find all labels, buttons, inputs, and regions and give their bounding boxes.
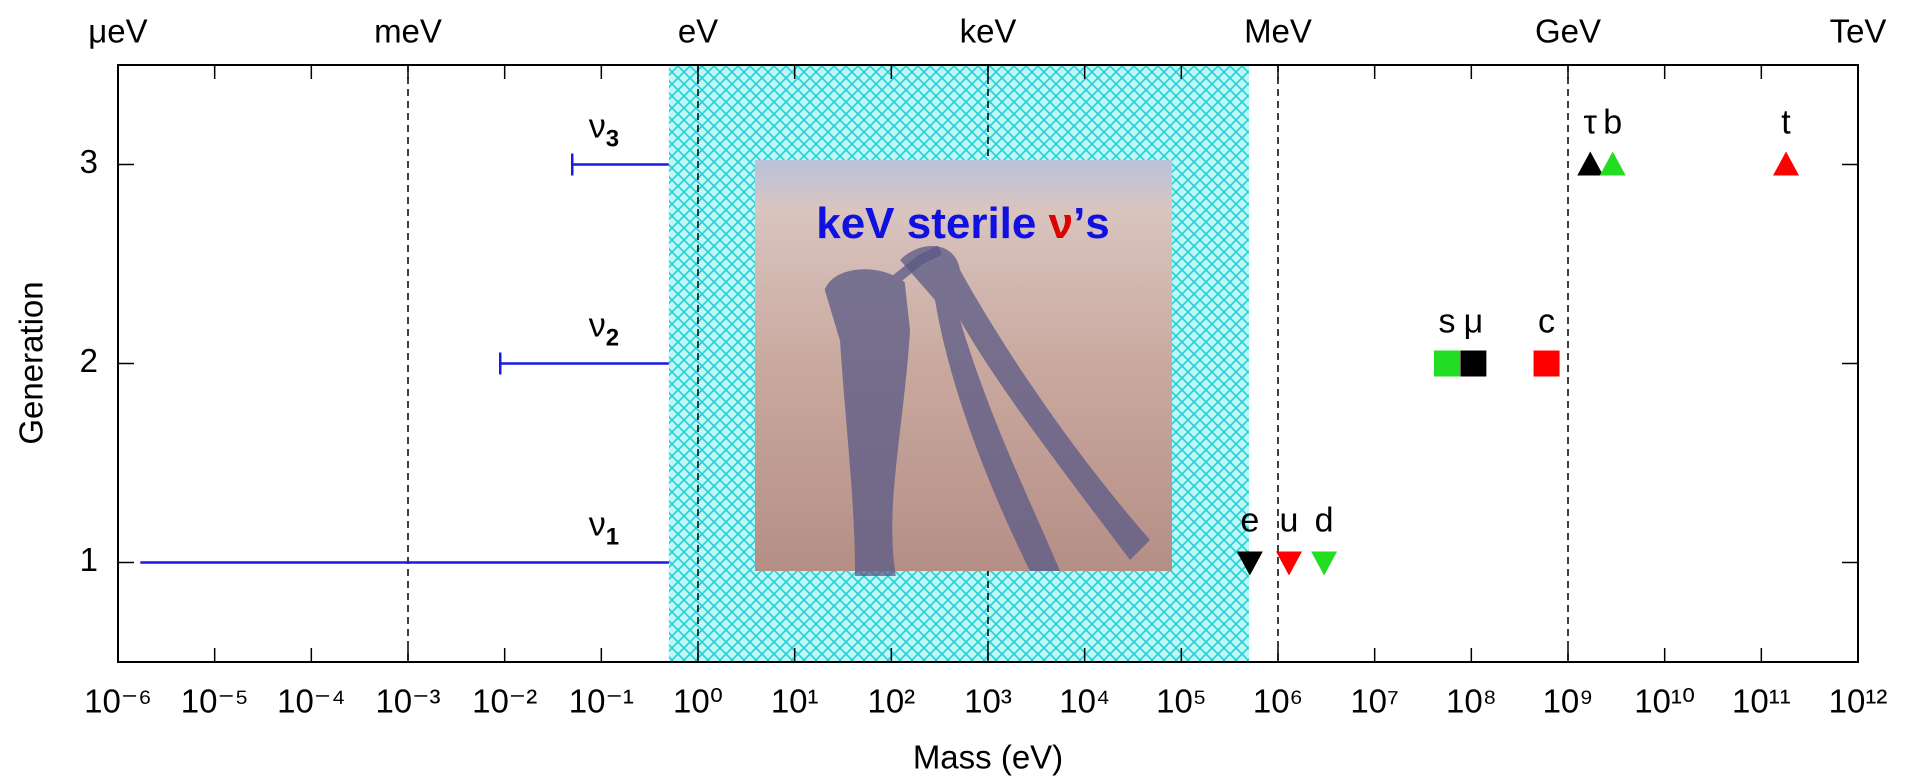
point [1577, 151, 1604, 176]
point-label: b [1603, 103, 1622, 141]
point-label: t [1781, 103, 1791, 141]
point [1276, 551, 1303, 576]
x-tick-label: 10² [867, 683, 915, 720]
x-axis-title: Mass (eV) [913, 739, 1063, 776]
point-label: c [1538, 302, 1555, 340]
point-label: d [1315, 501, 1334, 539]
x-tick-label: 10⁻³ [375, 683, 440, 720]
x-tick-label: 10⁰ [673, 683, 723, 720]
neutrino-symbol: ν [589, 505, 606, 543]
neutrino-label: ν3 [589, 107, 619, 152]
neutrino-label: ν2 [589, 306, 619, 351]
point [1236, 551, 1263, 576]
neutrino-subscript: 3 [606, 126, 619, 153]
top-tick-label: μeV [88, 13, 147, 50]
top-tick-label: keV [960, 13, 1017, 50]
top-tick-label: meV [374, 13, 442, 50]
neutrino-label: ν1 [589, 505, 619, 550]
neutrino-subscript: 2 [606, 325, 619, 352]
point [1599, 151, 1626, 176]
x-tick-label: 10³ [964, 683, 1012, 720]
x-tick-label: 10⁶ [1253, 683, 1303, 720]
band-label-part: ν [1049, 199, 1073, 248]
x-tick-label: 10¹¹ [1732, 683, 1791, 720]
x-tick-label: 10⁵ [1156, 683, 1206, 720]
x-tick-label: 10⁻⁴ [277, 683, 345, 720]
band-label-part: keV sterile [816, 199, 1048, 248]
point-label: s [1438, 302, 1455, 340]
x-tick-label: 10⁴ [1059, 683, 1110, 720]
x-tick-label: 10⁸ [1446, 683, 1497, 720]
x-tick-label: 10¹² [1829, 683, 1888, 720]
top-tick-label: MeV [1244, 13, 1312, 50]
top-tick-label: GeV [1535, 13, 1601, 50]
neutrino-subscript: 1 [606, 524, 619, 551]
point [1311, 551, 1338, 576]
plot-area: keV sterile ν’s10⁻⁶ 10⁻⁵ 10⁻⁴ 10⁻³ 10⁻² 10⁻¹ 1… [80, 13, 1888, 720]
x-tick-label: 10⁷ [1350, 683, 1399, 720]
point-label: u [1280, 501, 1299, 539]
point [1433, 350, 1460, 377]
x-tick-label: 10¹ [771, 683, 819, 720]
point [1773, 151, 1800, 176]
x-tick-label: 10⁻⁵ [181, 683, 249, 720]
y-tick-label: 2 [80, 342, 98, 379]
band-label: keV sterile ν’s [816, 199, 1110, 248]
photo [755, 160, 1172, 576]
point-label: e [1240, 501, 1259, 539]
x-tick-label: 10⁻² [472, 683, 537, 720]
point [1460, 350, 1487, 377]
top-tick-label: TeV [1830, 13, 1887, 50]
x-tick-label: 10⁹ [1543, 683, 1594, 720]
y-axis-title: Generation [13, 281, 50, 444]
point-label: τ [1584, 103, 1598, 141]
x-tick-label: 10⁻¹ [569, 683, 634, 720]
y-tick-label: 3 [80, 143, 98, 180]
top-tick-label: eV [678, 13, 718, 50]
point [1533, 350, 1560, 377]
band-label-part: ’s [1073, 199, 1110, 248]
shadow [900, 246, 1150, 572]
neutrino-symbol: ν [589, 107, 606, 145]
x-tick-label: 10⁻⁶ [84, 683, 152, 720]
point-label: μ [1464, 302, 1484, 340]
x-tick-label: 10¹⁰ [1634, 683, 1695, 720]
neutrino-symbol: ν [589, 306, 606, 344]
y-tick-label: 1 [80, 541, 98, 578]
